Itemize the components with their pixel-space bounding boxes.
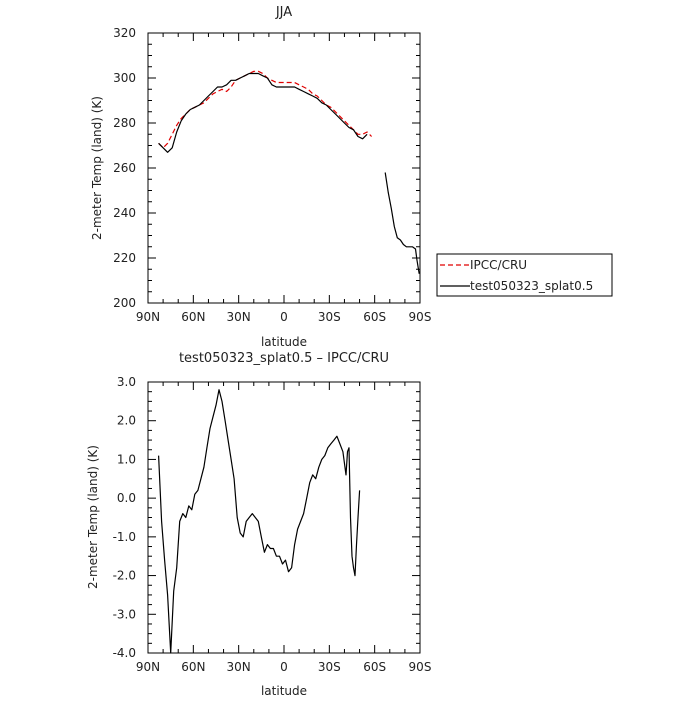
- top-series-lines: [158, 70, 420, 274]
- top-y-tick-labels: 200 220 240 260 280 300 320: [113, 26, 136, 310]
- top-y-tick-label: 220: [113, 251, 136, 265]
- bot-y-tick-label: 2.0: [117, 414, 136, 428]
- top-y-tick-label: 240: [113, 206, 136, 220]
- top-plot-frame: [147, 32, 421, 304]
- top-series-1-line: [384, 172, 420, 274]
- bot-y-tick-label: 3.0: [117, 375, 136, 389]
- top-series-1-line: [158, 72, 368, 153]
- bot-y-tick-label: -2.0: [113, 569, 136, 583]
- top-y-tick-label: 260: [113, 161, 136, 175]
- bottom-plot-frame: [147, 381, 421, 654]
- bot-x-tick-label: 0: [280, 660, 288, 674]
- top-x-axis-label: latitude: [261, 335, 307, 349]
- bottom-y-tick-labels: -4.0 -3.0 -2.0 -1.0 0.0 1.0 2.0 3.0: [113, 375, 136, 660]
- bottom-tick-marks: [147, 381, 421, 654]
- bot-x-tick-label: 60S: [363, 660, 386, 674]
- top-panel: JJA 90N 60N 30N 0 30S 60S 90S 200 220 240 260 280 3…: [90, 5, 613, 349]
- bottom-series-lines: [158, 389, 361, 654]
- top-y-tick-label: 320: [113, 26, 136, 40]
- top-y-tick-label: 300: [113, 71, 136, 85]
- bot-x-tick-label: 30S: [318, 660, 341, 674]
- bot-y-tick-label: 1.0: [117, 452, 136, 466]
- bot-y-tick-label: -4.0: [113, 646, 136, 660]
- bot-y-tick-label: -3.0: [113, 607, 136, 621]
- legend-label-test: test050323_splat0.5: [470, 279, 593, 293]
- top-x-tick-label: 60N: [181, 310, 205, 324]
- top-x-tick-label: 60S: [363, 310, 386, 324]
- bot-x-tick-label: 90S: [409, 660, 432, 674]
- bot-x-tick-label: 30N: [227, 660, 251, 674]
- bottom-y-axis-label: 2-meter Temp (land) (K): [86, 445, 100, 589]
- top-x-tick-label: 30S: [318, 310, 341, 324]
- bot-y-tick-label: 0.0: [117, 491, 136, 505]
- bot-x-tick-label: 60N: [181, 660, 205, 674]
- top-x-tick-label: 90N: [136, 310, 160, 324]
- top-y-axis-label: 2-meter Temp (land) (K): [90, 96, 104, 240]
- bottom-title: test050323_splat0.5 – IPCC/CRU: [179, 351, 389, 366]
- bottom-x-tick-labels: 90N 60N 30N 0 30S 60S 90S: [136, 660, 432, 674]
- top-x-tick-label: 90S: [409, 310, 432, 324]
- legend-label-ipcc-cru: IPCC/CRU: [470, 258, 527, 272]
- top-y-tick-label: 280: [113, 116, 136, 130]
- top-y-tick-label: 200: [113, 296, 136, 310]
- top-x-tick-label: 0: [280, 310, 288, 324]
- top-title: JJA: [275, 5, 292, 20]
- bot-series-0-line: [158, 389, 361, 654]
- bot-y-tick-label: -1.0: [113, 530, 136, 544]
- bottom-x-axis-label: latitude: [261, 684, 307, 698]
- top-tick-marks: [147, 32, 421, 304]
- bottom-panel: test050323_splat0.5 – IPCC/CRU 90N 60N 30N…: [86, 351, 431, 698]
- legend-box: [436, 253, 613, 297]
- bot-x-tick-label: 90N: [136, 660, 160, 674]
- top-x-tick-label: 30N: [227, 310, 251, 324]
- legend: IPCC/CRU test050323_splat0.5: [436, 253, 613, 297]
- top-x-tick-labels: 90N 60N 30N 0 30S 60S 90S: [136, 310, 432, 324]
